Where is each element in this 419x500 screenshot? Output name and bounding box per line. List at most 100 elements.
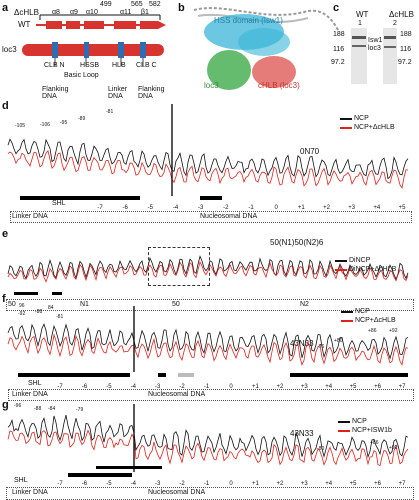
helix-a9: α9 xyxy=(70,9,78,16)
peak-d-106: -106 xyxy=(40,122,51,128)
legend-g-2: NCP+ISW1b xyxy=(352,427,392,434)
trace-f-series-black xyxy=(7,323,409,360)
linker-label-f: Linker DNA xyxy=(12,391,48,398)
domain-basic-loop: Basic Loop xyxy=(64,72,99,79)
loc3-label: loc3 xyxy=(2,45,17,54)
panel-e-title: 50(N1)50(N2)6 xyxy=(270,238,324,247)
trace-g-series-red xyxy=(7,429,409,467)
footprint-trace-d xyxy=(7,104,409,196)
shl-tick: +7 xyxy=(399,384,407,390)
shl-tick: -1 xyxy=(248,205,254,211)
lane-2: 2 xyxy=(393,20,397,27)
panel-a-label: a xyxy=(2,2,9,14)
trace-f-series-red xyxy=(7,333,409,366)
panel-d-title: 0N70 xyxy=(300,147,320,156)
shl-tick: +6 xyxy=(374,481,382,487)
shl-label-g: SHL xyxy=(14,477,28,484)
dna-axis-e xyxy=(6,299,414,311)
shl-tick: +1 xyxy=(298,205,306,211)
peak-d-89: -89 xyxy=(78,116,86,122)
shl-tick: -4 xyxy=(131,481,137,487)
shl-tick: -3 xyxy=(155,481,161,487)
shl-tick: -1 xyxy=(204,481,210,487)
construct-schematic xyxy=(22,14,166,66)
nucleosomal-label-g: Nucleosomal DNA xyxy=(148,489,206,496)
shl-tick: -5 xyxy=(148,205,154,211)
shl-tick: -6 xyxy=(123,205,129,211)
legend-f-2: NCP+ΔcHLB xyxy=(355,317,396,324)
legend-g-1: NCP xyxy=(352,418,367,425)
band-isw1: Isw1 xyxy=(368,37,383,44)
domain-clb-n: CLB N xyxy=(44,62,65,69)
construct-label: ΔcHLB xyxy=(14,8,39,17)
legend-d-1: NCP xyxy=(354,115,369,122)
shl-tick: +3 xyxy=(348,205,356,211)
shl-tick: +7 xyxy=(399,481,407,487)
peak-d-81: -81 xyxy=(106,109,114,115)
shl-tick: -5 xyxy=(106,384,112,390)
peak-g-p92: +92 xyxy=(389,445,398,451)
peak-g-96: -96 xyxy=(14,403,22,409)
mw-right-116: 116 xyxy=(400,46,412,53)
panel-b-label: b xyxy=(178,2,185,14)
legend-e-1: DiNCP xyxy=(349,257,371,264)
mw-left-188: 188 xyxy=(333,31,345,38)
nucleosomal-label-d: Nucleosomal DNA xyxy=(200,213,258,220)
panel-f-title: 43N33 xyxy=(290,339,314,348)
peak-d-105: -105 xyxy=(15,123,26,129)
shl-tick: 0 xyxy=(229,481,233,487)
shl-ticks-g: -7 -6 -5 -4 -3 -2 -1 0 +1 +2 +3 +4 +5 +6 +7 xyxy=(57,481,407,487)
trace-e-series-black xyxy=(7,255,409,281)
shl-tick: -7 xyxy=(97,205,103,211)
residue-565: 565 xyxy=(131,1,143,8)
shl-tick: -3 xyxy=(198,205,204,211)
dna-axis-f xyxy=(8,389,414,401)
panel-c-label: c xyxy=(333,2,340,14)
peak-g-84: -84 xyxy=(48,406,56,412)
mw-right-97: 97.2 xyxy=(398,59,412,66)
peak-d-95: -95 xyxy=(60,120,68,126)
mw-left-116: 116 xyxy=(333,46,345,53)
shl-tick: 0 xyxy=(229,384,233,390)
nucleosomal-label-f: Nucleosomal DNA xyxy=(148,391,206,398)
shl-tick: +3 xyxy=(301,481,309,487)
peak-f-84: 84 xyxy=(48,305,54,311)
linker-label-g: Linker DNA xyxy=(12,489,48,496)
dna-linker: Linker DNA xyxy=(108,86,128,100)
peak-f-88: -88 xyxy=(35,309,43,315)
linker-label-d: Linker DNA xyxy=(12,213,48,220)
shl-tick: +2 xyxy=(323,205,331,211)
shl-tick: +2 xyxy=(276,481,284,487)
shl-tick: +3 xyxy=(301,384,309,390)
shl-tick: +6 xyxy=(374,384,382,390)
structure-image xyxy=(193,7,340,90)
axis-e-n1: N1 xyxy=(80,301,89,308)
axis-e-n2: N2 xyxy=(300,301,309,308)
shl-tick: -7 xyxy=(57,481,63,487)
helix-a8: α8 xyxy=(52,9,60,16)
shl-tick: -1 xyxy=(204,384,210,390)
shl-tick: +5 xyxy=(399,205,407,211)
hss-domain-label: HSS domain (Isw1) xyxy=(214,16,283,25)
gel-lane-wt xyxy=(351,28,367,84)
shl-tick: +1 xyxy=(252,384,260,390)
shl-tick: 0 xyxy=(275,205,279,211)
peak-g-79: -79 xyxy=(76,407,84,413)
peak-f-p80: +80 xyxy=(334,338,343,344)
shl-tick: -2 xyxy=(179,384,185,390)
residue-582: 582 xyxy=(149,1,161,8)
shl-tick: +4 xyxy=(373,205,381,211)
axis-e-50a: 50 xyxy=(8,301,16,308)
shl-tick: +4 xyxy=(325,384,333,390)
panel-g-label: g xyxy=(2,399,9,411)
shl-label-d: SHL xyxy=(52,200,66,207)
loc3-structure-label: loc3 xyxy=(204,81,219,90)
trace-d-series-black xyxy=(7,138,409,180)
mw-right-188: 188 xyxy=(400,31,412,38)
legend-e-2: DiNCP+ΔcHLB xyxy=(349,266,397,273)
linker-box-e xyxy=(148,247,210,286)
peak-g-80: -80 xyxy=(317,446,325,452)
dna-flanking-right: Flanking DNA xyxy=(138,86,165,100)
shl-tick: -2 xyxy=(179,481,185,487)
peak-f-96: 96 xyxy=(19,303,25,309)
